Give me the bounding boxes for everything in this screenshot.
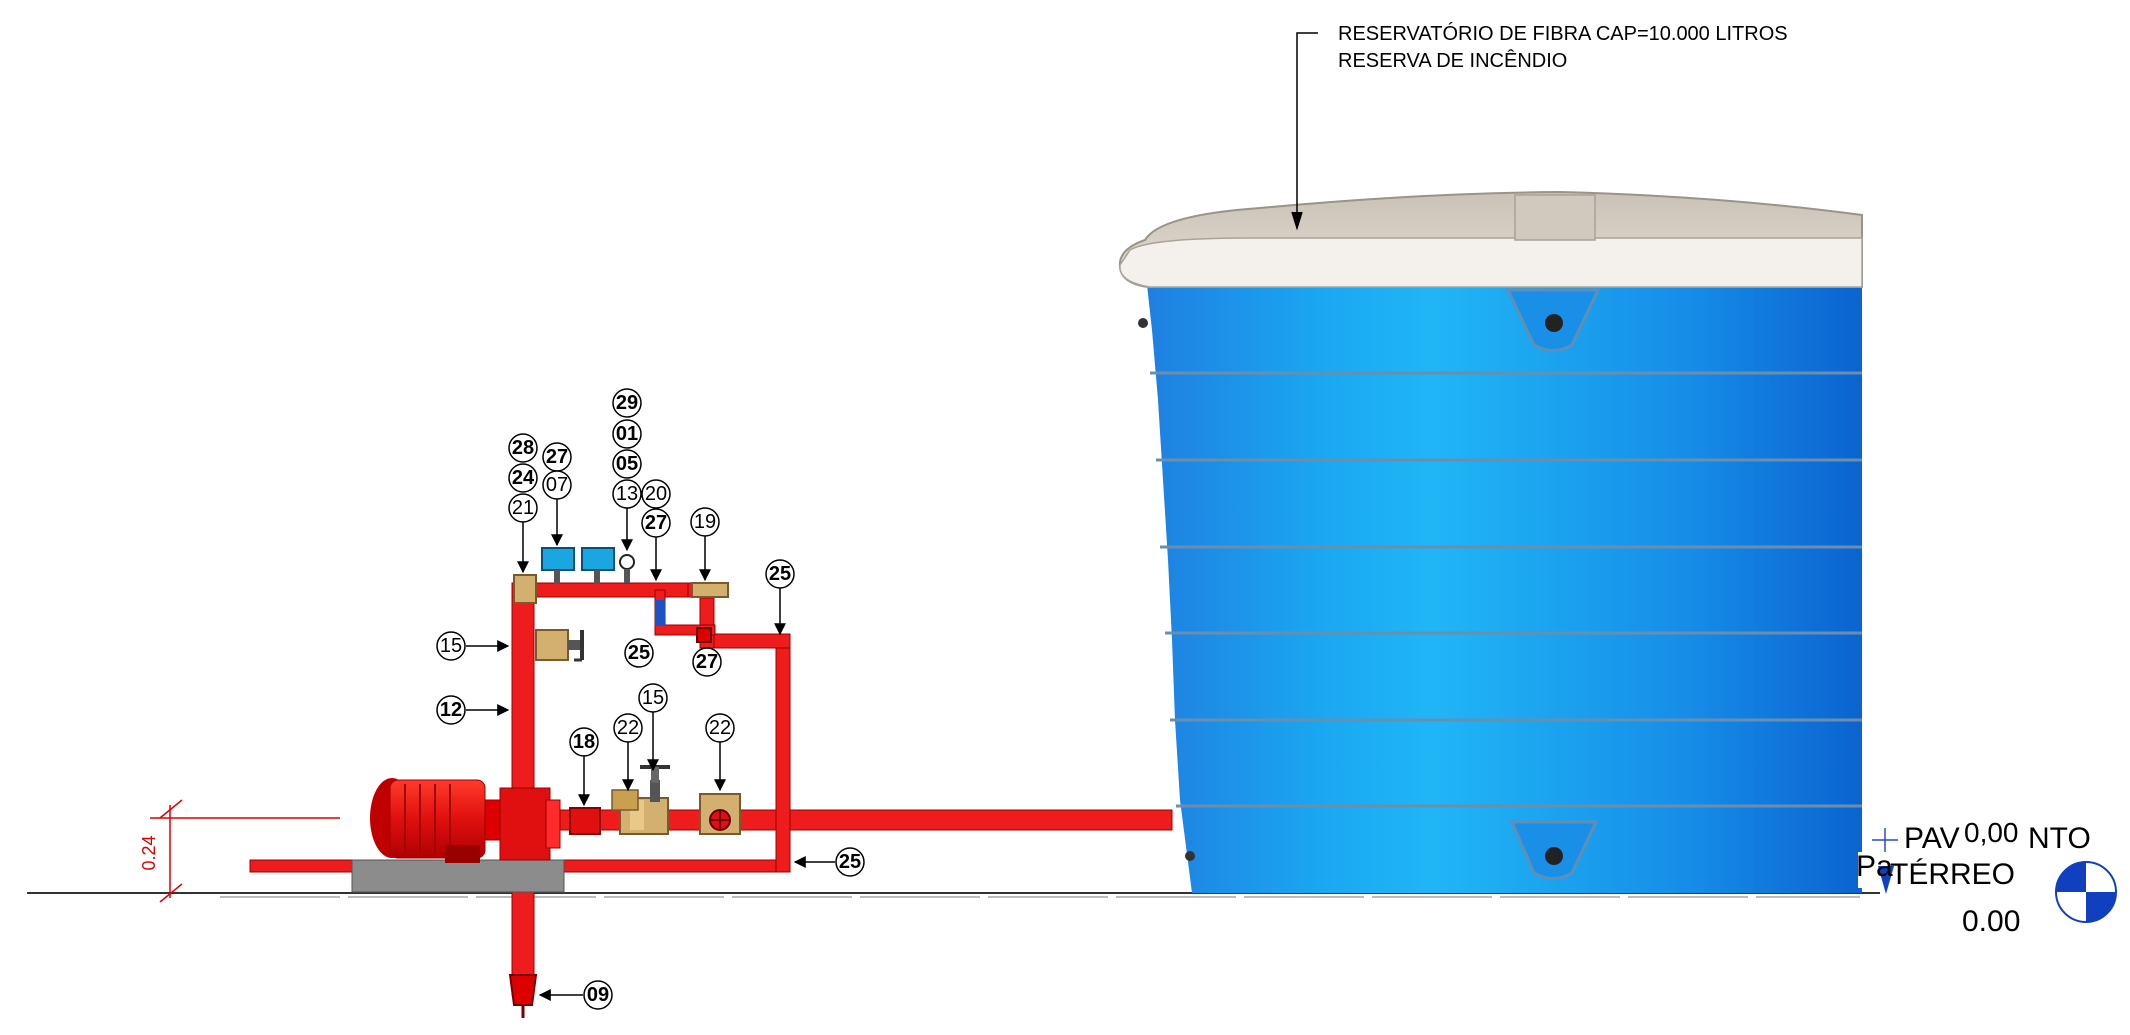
- pump-casing: [499, 787, 561, 861]
- dimension-text: 0.24: [139, 835, 159, 870]
- tag-27-bottom: 27: [696, 651, 718, 673]
- flow-switch: [655, 600, 665, 626]
- tag-09: 09: [587, 984, 609, 1006]
- bypass-horizontal: [654, 624, 716, 636]
- tag-24: 24: [512, 467, 535, 489]
- tag-01: 01: [616, 423, 638, 445]
- level-label-pav: PAV: [1904, 822, 1960, 855]
- motor: [370, 778, 504, 863]
- tank-body: [1147, 285, 1862, 893]
- tag-29: 29: [616, 392, 638, 414]
- tag-25-middle: 25: [628, 642, 650, 664]
- tag-21: 21: [512, 497, 534, 519]
- tag-27-left: 27: [546, 446, 568, 468]
- tag-labels: 29 01 05 13 20 27 19 28 27 24 07 21 25 1…: [440, 392, 861, 1006]
- level-label-nto: NTO: [2028, 822, 2091, 855]
- tank-lid-hatch: [1514, 194, 1596, 241]
- check-valve-22a: [611, 789, 639, 811]
- tag-13: 13: [616, 483, 638, 505]
- tag-12: 12: [440, 699, 462, 721]
- tag-22-left: 22: [617, 717, 639, 739]
- tag-25-bottom: 25: [839, 851, 861, 873]
- tee-fitting-top: [513, 574, 537, 604]
- level-floor-prefix: Pa: [1856, 850, 1893, 883]
- gate-valve-riser: [535, 629, 584, 662]
- relief-valve-19: [691, 582, 729, 598]
- tag-05: 05: [616, 453, 638, 475]
- dimension-0-24: [150, 799, 340, 903]
- tank-side-bolt-bottom: [1185, 851, 1195, 861]
- pump-base: [351, 859, 565, 893]
- tag-15-riser: 15: [440, 635, 462, 657]
- tank-side-bolt-top: [1138, 318, 1148, 328]
- foot-valve: [508, 974, 538, 1006]
- tag-20: 20: [645, 483, 667, 505]
- pressure-switches: [541, 547, 615, 584]
- small-valve-27: [696, 627, 712, 643]
- tank-annotation-leader: [1291, 32, 1318, 231]
- tag-27-top: 27: [645, 512, 667, 534]
- tank-annotation-line2: RESERVA DE INCÊNDIO: [1338, 49, 1567, 72]
- tank-lid-rim: [1119, 237, 1863, 288]
- tag-28: 28: [512, 437, 534, 459]
- level-marker: PAV 0,00 NTO Pa TÉRREO 0.00: [1856, 817, 2117, 938]
- union-fitting-18: [569, 807, 601, 835]
- tag-07: 07: [546, 474, 568, 496]
- tank-bottom-fitting-bolt: [1545, 847, 1563, 865]
- level-value-bottom: 0.00: [1962, 905, 2020, 938]
- tag-22-right: 22: [709, 717, 731, 739]
- pressure-gauge: [619, 554, 635, 583]
- level-value-top: 0,00: [1964, 817, 2019, 848]
- tag-15-suction: 15: [642, 687, 664, 709]
- tag-18: 18: [573, 731, 595, 753]
- level-floor-label: TÉRREO: [1890, 858, 2015, 891]
- return-riser: [775, 639, 791, 873]
- water-tank: [1118, 190, 1863, 893]
- tag-leaders: [466, 496, 835, 1001]
- tank-rings: [1150, 371, 1862, 808]
- tag-25-right: 25: [769, 563, 791, 585]
- check-valve-22b: [699, 793, 741, 835]
- tag-bubbles: [436, 388, 865, 1010]
- tank-top-fitting-bolt: [1545, 314, 1563, 332]
- tank-annotation-line1: RESERVATÓRIO DE FIBRA CAP=10.000 LITROS: [1338, 22, 1788, 45]
- tag-19: 19: [694, 511, 716, 533]
